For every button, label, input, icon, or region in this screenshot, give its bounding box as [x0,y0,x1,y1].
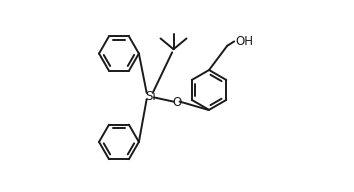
Text: O: O [172,96,182,108]
Text: Si: Si [145,89,155,103]
Text: OH: OH [235,35,253,48]
